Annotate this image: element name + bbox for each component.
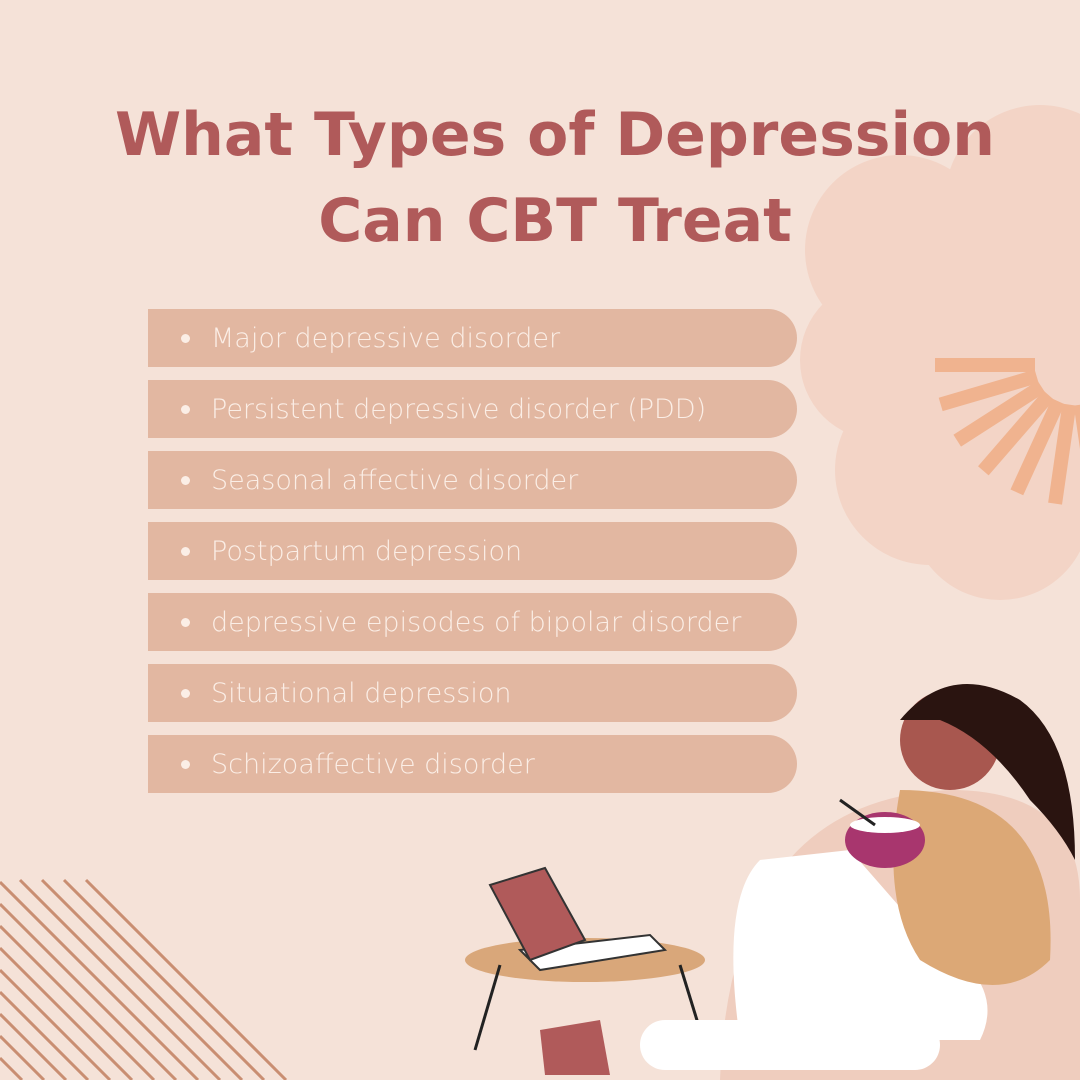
list-item: Major depressive disorder	[148, 309, 797, 367]
stripe	[0, 946, 134, 1080]
item-label: Persistent depressive disorder (PDD)	[211, 393, 707, 425]
list-item: Persistent depressive disorder (PDD)	[148, 380, 797, 438]
list-item: depressive episodes of bipolar disorder	[148, 593, 797, 651]
bullet-icon	[181, 546, 190, 556]
title-line-2: Can CBT Treat	[318, 186, 792, 256]
bullet-icon	[181, 475, 190, 485]
stripe	[0, 880, 200, 1080]
item-label: Seasonal affective disorder	[211, 464, 579, 496]
list-item: Schizoaffective disorder	[148, 735, 797, 793]
stripe	[0, 1012, 68, 1080]
item-label: Schizoaffective disorder	[211, 748, 535, 780]
item-label: depressive episodes of bipolar disorder	[211, 606, 742, 638]
stripe	[0, 1034, 46, 1080]
page-title: What Types of Depression Can CBT Treat	[100, 92, 1010, 264]
item-label: Postpartum depression	[211, 535, 523, 567]
stripe	[18, 878, 222, 1080]
stripe	[0, 924, 156, 1080]
depression-types-list: Major depressive disorder Persistent dep…	[148, 309, 797, 806]
title-line-1: What Types of Depression	[115, 100, 995, 170]
woman-illustration	[465, 684, 1080, 1080]
sunburst-ray	[953, 380, 1046, 447]
stripe	[0, 1056, 24, 1080]
sunburst-ray	[978, 390, 1055, 476]
item-label: Major depressive disorder	[211, 322, 561, 354]
sunburst-ray	[1048, 403, 1077, 505]
stripe	[0, 990, 90, 1080]
list-item: Seasonal affective disorder	[148, 451, 797, 509]
bullet-icon	[181, 759, 190, 769]
list-item: Postpartum depression	[148, 522, 797, 580]
sunburst-ray	[1010, 398, 1065, 496]
list-item: Situational depression	[148, 664, 797, 722]
diagonal-stripes	[0, 878, 288, 1080]
bullet-icon	[181, 617, 190, 627]
stripe	[40, 878, 244, 1080]
item-label: Situational depression	[211, 677, 512, 709]
stripe	[62, 878, 266, 1080]
sunburst-ray	[938, 369, 1039, 412]
stripe	[0, 968, 112, 1080]
sunburst-icon	[935, 358, 1080, 505]
bullet-icon	[181, 404, 190, 414]
bullet-icon	[181, 333, 190, 343]
stripe	[84, 878, 288, 1080]
stripe	[0, 902, 178, 1080]
bullet-icon	[181, 688, 190, 698]
